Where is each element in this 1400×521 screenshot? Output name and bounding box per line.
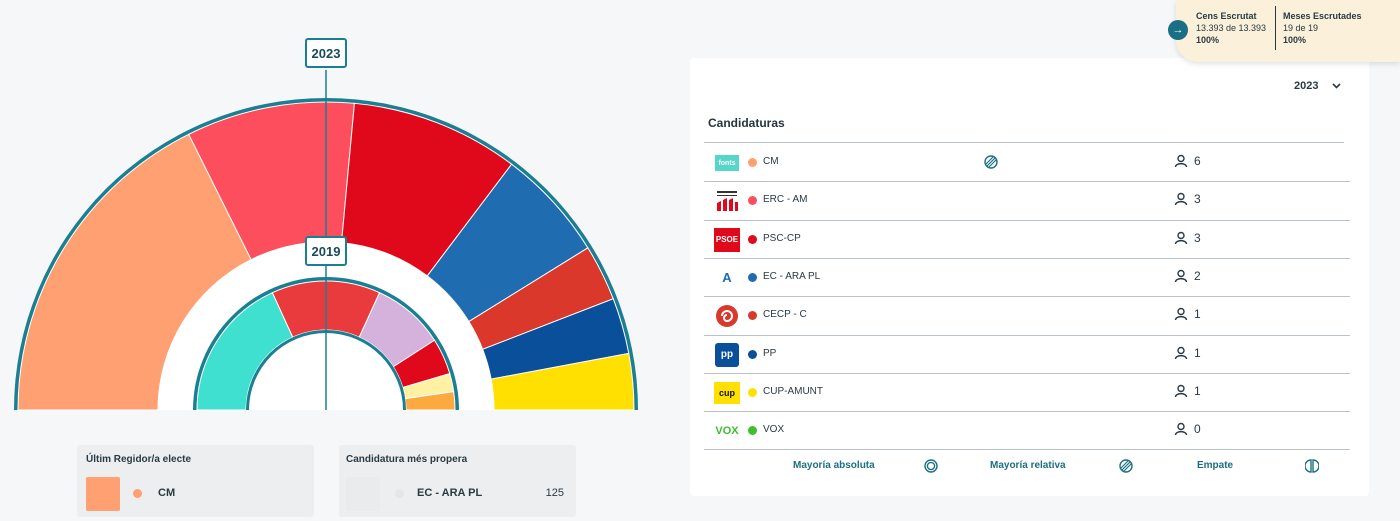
user-icon	[1174, 193, 1188, 206]
party-color-dot	[748, 158, 757, 167]
party-logo	[714, 188, 740, 214]
row-divider	[704, 181, 1350, 183]
party-name: PP	[763, 347, 777, 359]
row-divider	[704, 449, 1350, 451]
table-row[interactable]: pp PP 1	[704, 336, 1350, 374]
last-elected-dot	[133, 489, 142, 498]
census-stat: Cens Escrutat 13.393 de 13.393 100%	[1196, 11, 1267, 45]
row-divider	[704, 257, 1350, 259]
row-divider	[704, 372, 1350, 374]
party-name: VOX	[763, 424, 785, 436]
party-logo: VOX	[715, 425, 739, 438]
candidatures-panel: 2023 Candidaturas fonts CM 6 ERC - AM 3 PSOE P…	[690, 58, 1369, 496]
party-color-dot	[748, 196, 757, 206]
user-icon	[1174, 269, 1188, 283]
scrutiny-stats	[1176, 0, 1400, 62]
table-row[interactable]: VOX VOX 0	[704, 412, 1350, 450]
closest-value: 125	[545, 487, 564, 499]
candidatures-title: Candidaturas	[708, 116, 785, 130]
year-tag-2023: 2023	[305, 38, 347, 68]
year-select[interactable]: 2023	[1294, 80, 1342, 92]
party-logo: PSOE	[714, 227, 740, 253]
table-row[interactable]: cup CUP-AMUNT 1	[704, 374, 1350, 412]
party-name: CM	[763, 156, 779, 167]
table-row[interactable]: ERC - AM 3	[704, 182, 1350, 220]
seat-count: 1	[1194, 383, 1201, 398]
party-color-dot	[748, 387, 757, 397]
chevron-down-icon	[1332, 83, 1342, 89]
seat-count: 2	[1194, 268, 1201, 283]
row-divider	[704, 334, 1350, 336]
seat-count: 3	[1194, 192, 1201, 207]
party-color-dot	[748, 234, 757, 244]
year-select-value: 2023	[1294, 80, 1319, 92]
party-name: CUP-AMUNT	[763, 385, 823, 397]
party-logo: A	[722, 270, 732, 286]
last-elected-swatch	[86, 477, 120, 511]
year-tag-2019: 2019	[305, 236, 347, 266]
tie-icon	[1305, 459, 1319, 473]
seat-count: 1	[1194, 345, 1201, 360]
hemicycle-chart	[14, 70, 638, 411]
legend-tie-label: Empate	[1197, 460, 1234, 471]
table-row[interactable]: A EC - ARA PL 2	[704, 259, 1350, 297]
last-elected-caption: Últim Regidor/a electe	[86, 454, 192, 465]
party-color-dot	[748, 426, 757, 436]
legend-absolute-label: Mayoría absoluta	[793, 460, 875, 471]
user-icon	[1174, 346, 1188, 359]
closest-swatch	[346, 477, 380, 511]
row-divider	[704, 296, 1350, 298]
table-row[interactable]: fonts CM 6	[704, 144, 1350, 182]
user-icon	[1174, 231, 1188, 244]
header-divider	[704, 142, 1344, 143]
closest-party: EC - ARA PL	[417, 487, 483, 499]
seat-count: 0	[1194, 422, 1201, 437]
party-logo: pp	[714, 342, 740, 368]
user-icon	[1174, 154, 1188, 168]
seat-count: 6	[1194, 154, 1201, 168]
party-logo: cup	[714, 380, 740, 406]
row-divider	[704, 411, 1350, 413]
party-name: CECP - C	[763, 309, 807, 321]
closest-candidate-box: Candidatura més propera EC - ARA PL 125	[339, 445, 576, 517]
absolute-majority-icon	[924, 459, 938, 473]
relative-majority-icon	[984, 155, 998, 169]
relative-majority-icon	[1119, 459, 1133, 473]
party-color-dot	[748, 349, 757, 359]
table-row[interactable]: PSOE PSC-CP 3	[704, 221, 1350, 259]
closest-caption: Candidatura més propera	[346, 454, 468, 465]
user-icon	[1174, 307, 1188, 321]
party-logo: fonts	[714, 150, 740, 176]
seat-count: 3	[1194, 230, 1201, 245]
tables-stat: Meses Escrutades 19 de 19 100%	[1283, 11, 1362, 45]
table-row[interactable]: CECP - C 1	[704, 297, 1350, 335]
legend-relative-label: Mayoría relativa	[990, 460, 1066, 471]
party-color-dot	[748, 272, 757, 282]
party-logo	[714, 303, 740, 329]
seat-count: 1	[1194, 307, 1201, 322]
party-color-dot	[748, 311, 757, 321]
last-elected-party: CM	[158, 487, 176, 499]
user-icon	[1174, 384, 1188, 397]
user-icon	[1174, 422, 1188, 436]
arrow-right-icon[interactable]: →	[1168, 20, 1188, 40]
party-name: ERC - AM	[763, 194, 808, 206]
row-divider	[704, 219, 1350, 221]
closest-dot	[395, 489, 404, 498]
party-name: EC - ARA PL	[763, 270, 821, 282]
stats-divider	[1275, 6, 1276, 50]
last-elected-box: Últim Regidor/a electe CM	[77, 445, 314, 517]
party-name: PSC-CP	[763, 232, 801, 244]
